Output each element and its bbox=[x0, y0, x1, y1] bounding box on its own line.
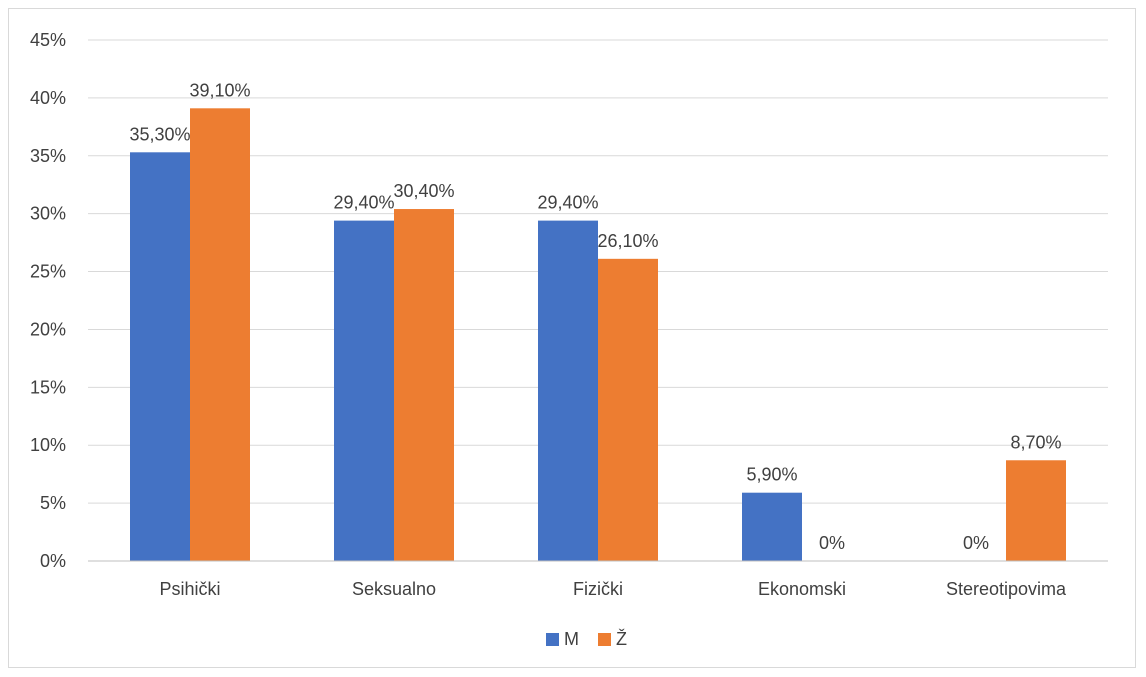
x-tick-label: Stereotipovima bbox=[946, 579, 1067, 599]
data-label: 35,30% bbox=[129, 124, 190, 144]
data-label: 29,40% bbox=[537, 193, 598, 213]
legend-swatch bbox=[598, 633, 611, 646]
bar bbox=[130, 152, 190, 561]
y-tick-label: 20% bbox=[30, 319, 66, 339]
x-tick-label: Psihički bbox=[159, 579, 220, 599]
bar bbox=[742, 492, 802, 561]
data-label: 0% bbox=[819, 533, 845, 553]
legend-label: Ž bbox=[616, 629, 627, 649]
legend-label: M bbox=[564, 629, 579, 649]
bar bbox=[334, 220, 394, 561]
y-tick-label: 0% bbox=[40, 551, 66, 571]
data-label: 5,90% bbox=[746, 465, 797, 485]
bar bbox=[598, 258, 658, 561]
x-tick-label: Fizički bbox=[573, 579, 623, 599]
y-tick-label: 5% bbox=[40, 493, 66, 513]
bar bbox=[1006, 460, 1066, 561]
data-label: 0% bbox=[963, 533, 989, 553]
data-label: 39,10% bbox=[189, 80, 250, 100]
data-label: 30,40% bbox=[393, 181, 454, 201]
y-tick-label: 30% bbox=[30, 204, 66, 224]
y-tick-label: 45% bbox=[30, 30, 66, 50]
data-label: 26,10% bbox=[597, 231, 658, 251]
bar bbox=[538, 220, 598, 561]
y-tick-label: 35% bbox=[30, 146, 66, 166]
data-label: 29,40% bbox=[333, 193, 394, 213]
y-tick-label: 15% bbox=[30, 377, 66, 397]
bar bbox=[190, 108, 250, 561]
bar bbox=[394, 209, 454, 561]
x-tick-label: Ekonomski bbox=[758, 579, 846, 599]
y-tick-label: 25% bbox=[30, 262, 66, 282]
data-label: 8,70% bbox=[1010, 432, 1061, 452]
legend-swatch bbox=[546, 633, 559, 646]
x-tick-label: Seksualno bbox=[352, 579, 436, 599]
y-tick-label: 10% bbox=[30, 435, 66, 455]
y-tick-label: 40% bbox=[30, 88, 66, 108]
